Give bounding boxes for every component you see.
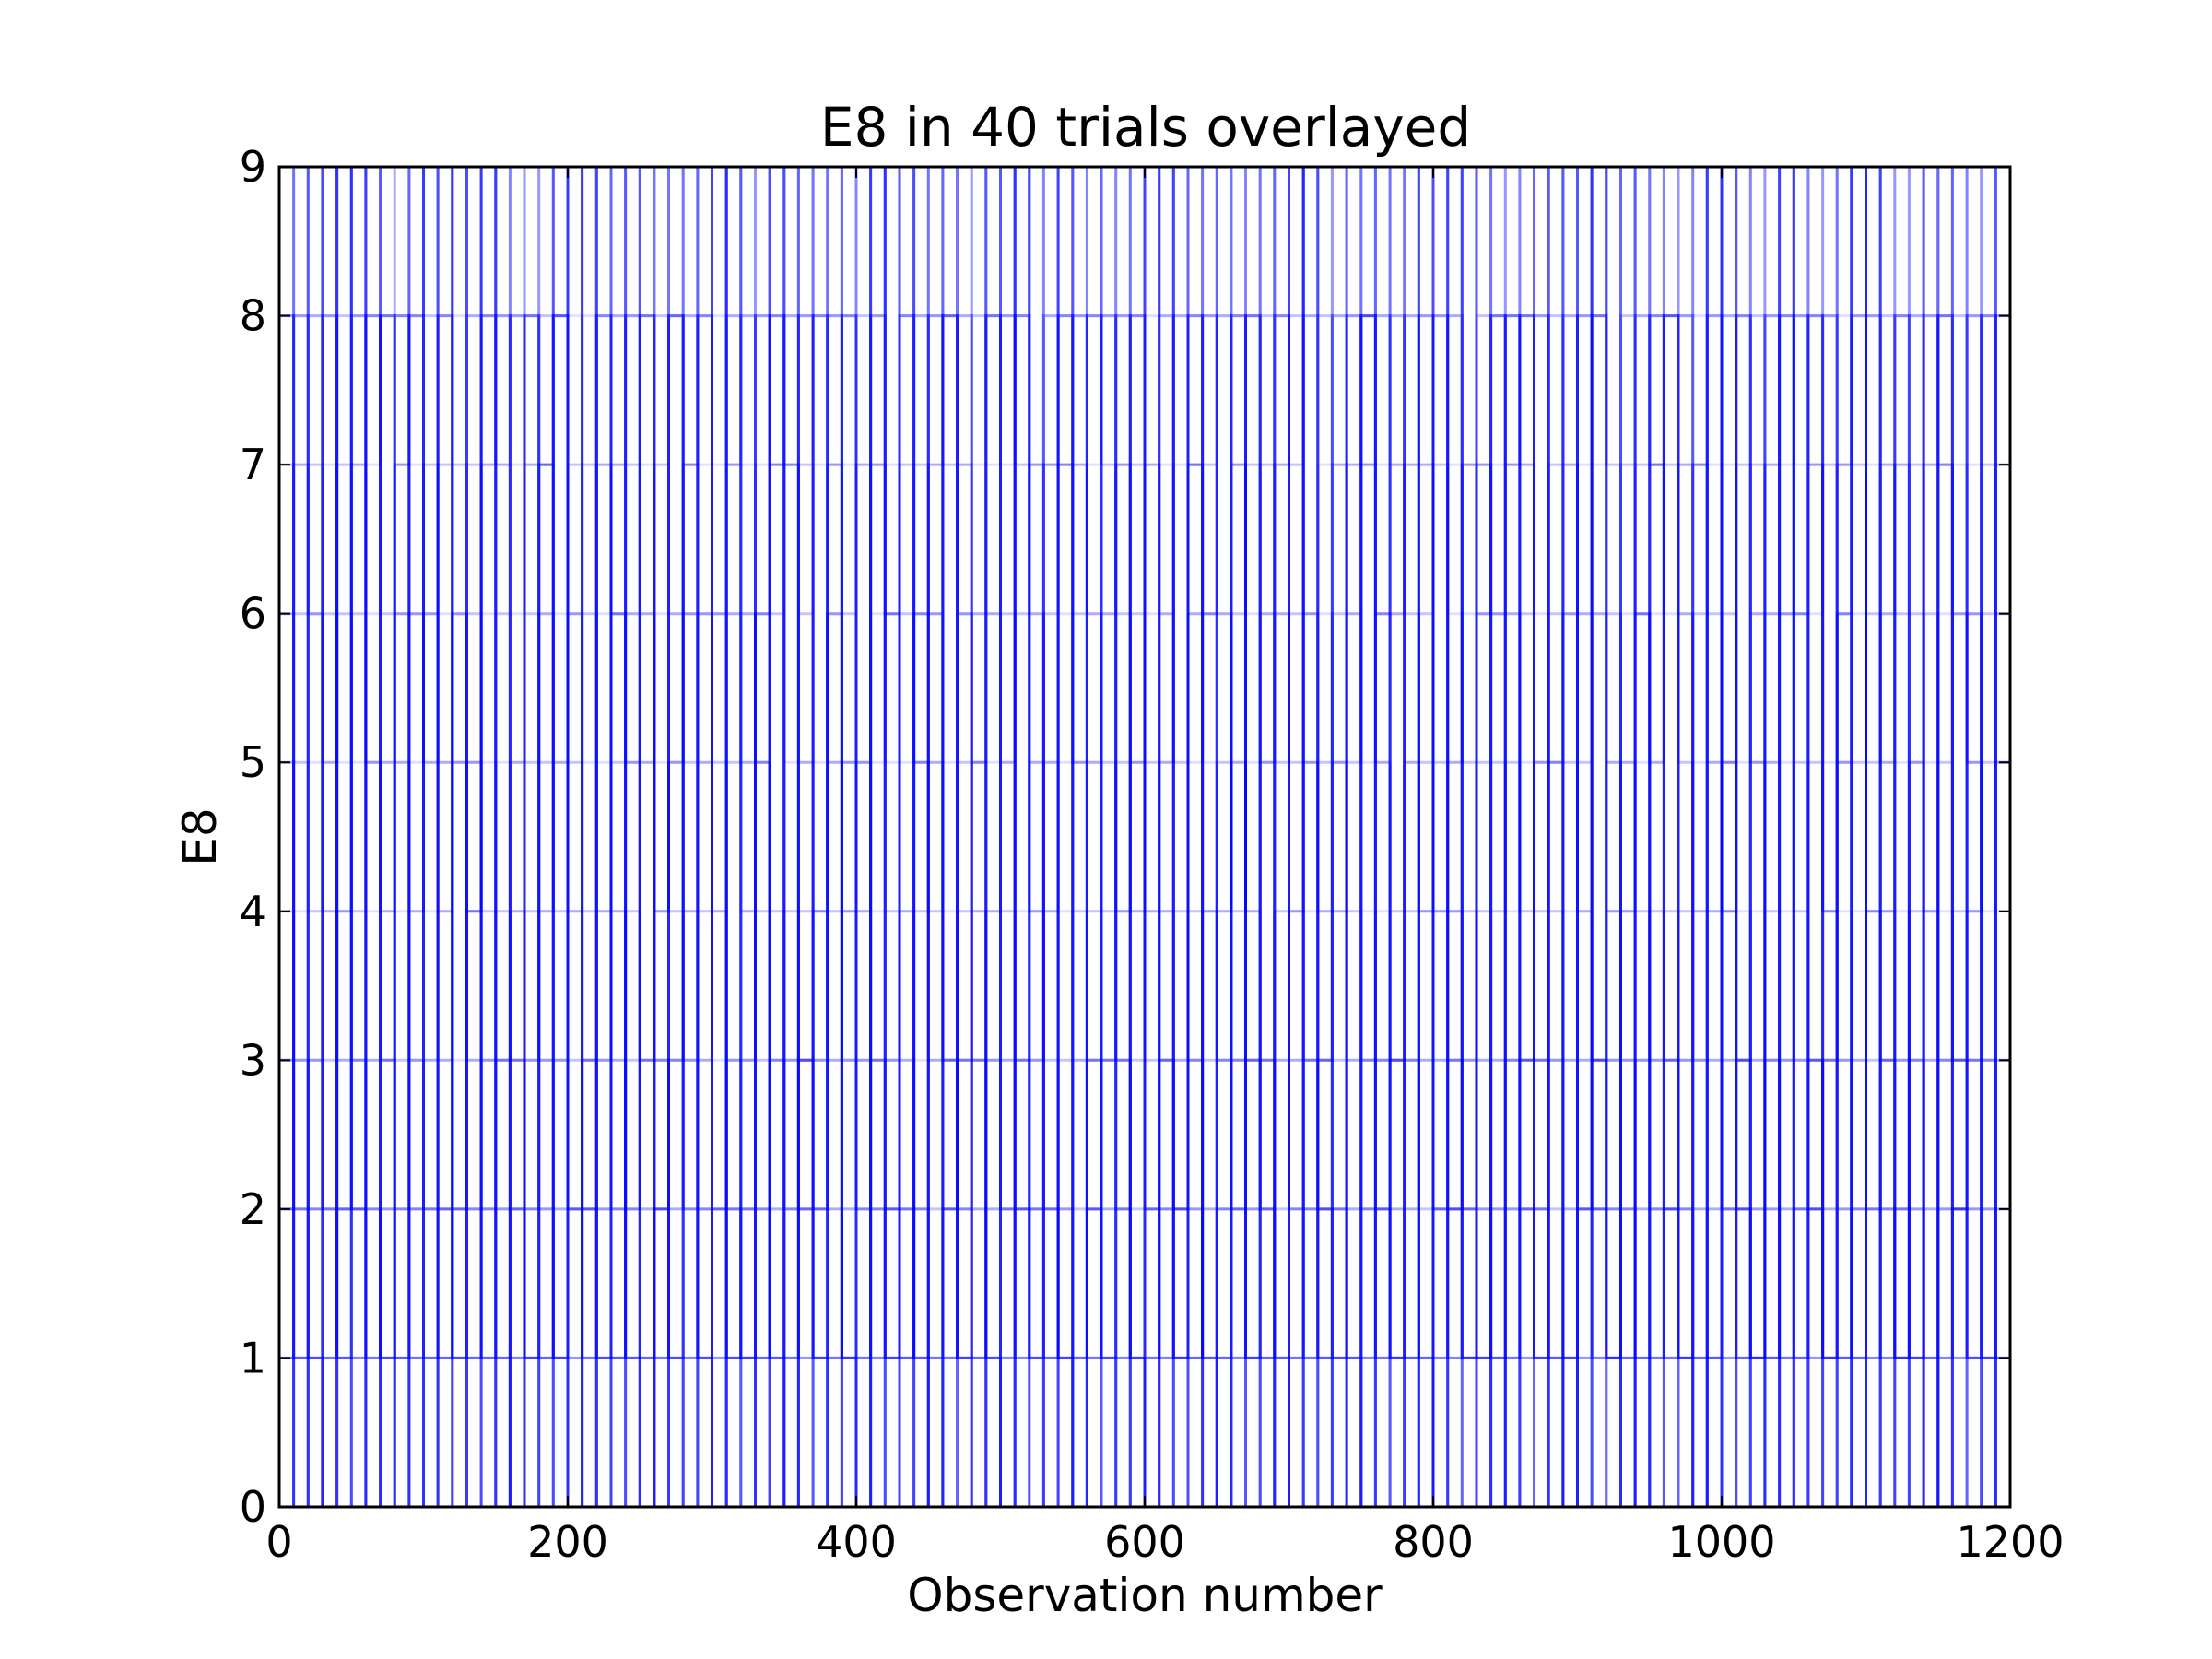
trial-line-34 bbox=[279, 167, 2010, 1507]
x-tick-label: 600 bbox=[1104, 1517, 1185, 1567]
y-tick-label: 8 bbox=[240, 291, 266, 341]
trial-line-20 bbox=[279, 167, 2010, 1507]
trial-line-9 bbox=[279, 167, 2010, 1507]
y-tick-label: 7 bbox=[240, 440, 266, 489]
trial-line-10 bbox=[279, 167, 2010, 1507]
trial-line-18 bbox=[279, 167, 2010, 913]
trial-line-12 bbox=[279, 167, 2010, 1507]
trial-line-30 bbox=[279, 167, 2010, 1507]
y-tick-label: 4 bbox=[240, 887, 266, 936]
trial-line-32 bbox=[279, 167, 2010, 1507]
y-tick-label: 5 bbox=[240, 737, 266, 787]
trial-line-7 bbox=[279, 167, 2010, 1507]
trial-line-13 bbox=[279, 167, 2010, 1507]
y-axis: 0 1 2 3 4 5 6 7 8 9 bbox=[240, 142, 2010, 1532]
x-tick-label: 400 bbox=[816, 1517, 897, 1567]
trial-line-31 bbox=[279, 167, 2010, 1507]
trial-line-17 bbox=[279, 167, 2010, 913]
y-tick-label: 1 bbox=[240, 1333, 266, 1382]
y-axis-label: E8 bbox=[173, 807, 227, 865]
x-axis-label: Observation number bbox=[907, 1569, 1382, 1622]
trial-line-24 bbox=[279, 167, 2010, 1507]
trial-line-40 bbox=[279, 167, 2010, 1507]
trial-line-29 bbox=[279, 167, 2010, 913]
y-tick-label: 2 bbox=[240, 1184, 266, 1234]
trial-line-19 bbox=[279, 167, 2010, 913]
trial-line-6 bbox=[279, 314, 2010, 1062]
y-tick-label: 3 bbox=[240, 1035, 266, 1085]
trial-line-38 bbox=[279, 167, 2010, 1507]
trial-line-35 bbox=[279, 167, 2010, 1507]
trial-line-8 bbox=[279, 167, 2010, 1507]
series-layer bbox=[279, 167, 2010, 1507]
x-tick-label: 1000 bbox=[1667, 1517, 1775, 1567]
x-axis: 0 200 400 600 800 1000 1200 bbox=[265, 167, 2065, 1567]
x-tick-label: 800 bbox=[1393, 1517, 1474, 1567]
y-tick-label: 6 bbox=[240, 589, 266, 639]
x-tick-label: 200 bbox=[527, 1517, 608, 1567]
trial-line-22 bbox=[279, 167, 2010, 1507]
x-tick-label: 1200 bbox=[1956, 1517, 2064, 1567]
trial-line-37 bbox=[279, 167, 2010, 1507]
x-tick-label: 0 bbox=[265, 1517, 292, 1567]
trial-line-36 bbox=[279, 167, 2010, 1507]
y-tick-label: 9 bbox=[240, 142, 266, 192]
trial-line-28 bbox=[279, 167, 2010, 913]
y-tick-label: 0 bbox=[240, 1482, 266, 1532]
trial-line-11 bbox=[279, 167, 2010, 1507]
chart-title: E8 in 40 trials overlayed bbox=[820, 96, 1471, 159]
trial-line-21 bbox=[279, 167, 2010, 1507]
